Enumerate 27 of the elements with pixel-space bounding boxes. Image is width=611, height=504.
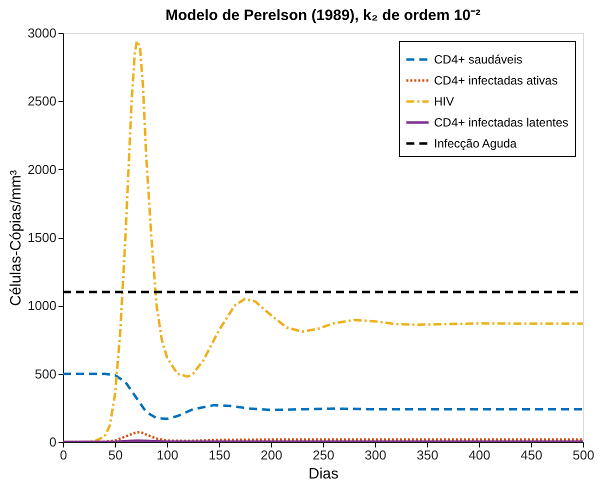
x-tick-label: 50	[108, 448, 123, 462]
y-tick-label: 1000	[28, 298, 56, 314]
x-tick-label: 200	[260, 448, 282, 462]
x-tick-label: 300	[364, 448, 386, 462]
x-tick-label: 400	[468, 448, 490, 462]
y-tick-label: 0	[49, 434, 56, 450]
legend-label: CD4+ infectadas latentes	[434, 116, 568, 130]
y-tick-label: 500	[34, 366, 56, 382]
x-tick-label: 450	[520, 448, 542, 462]
x-tick-label: 500	[572, 448, 594, 462]
x-tick-label: 0	[60, 448, 68, 462]
x-tick-label: 150	[208, 448, 230, 462]
legend-label: Infecção Aguda	[434, 136, 518, 150]
y-axis-title: Células-Cópias/mm³	[8, 170, 25, 306]
legend-label: HIV	[434, 94, 454, 108]
line-series	[63, 372, 583, 420]
legend-label: CD4+ infectadas ativas	[434, 74, 558, 88]
legend-label: CD4+ saudáveis	[434, 52, 522, 66]
x-tick-label: 350	[416, 448, 438, 462]
chart-title: Modelo de Perelson (1989), k₂ de ordem 10⁻²	[165, 7, 481, 24]
y-tick-label: 2500	[28, 94, 56, 109]
y-tick-label: 1500	[28, 230, 56, 245]
x-tick-label: 100	[156, 448, 178, 462]
x-axis-title: Dias	[308, 466, 339, 482]
x-tick-label: 250	[312, 448, 334, 462]
y-tick-label: 3000	[28, 26, 56, 40]
y-tick-label: 2000	[28, 162, 56, 177]
